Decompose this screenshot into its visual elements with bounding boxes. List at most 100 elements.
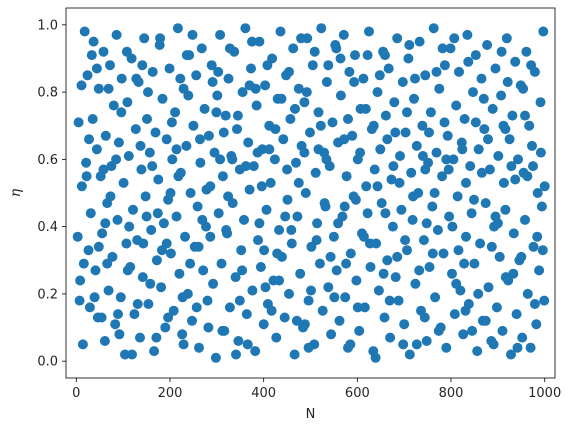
- data-point: [497, 325, 508, 336]
- data-point: [142, 114, 152, 124]
- data-point: [289, 349, 300, 360]
- data-point: [410, 73, 420, 84]
- x-tick-label: 0: [72, 386, 80, 401]
- data-point: [275, 26, 286, 37]
- data-point: [500, 272, 511, 283]
- data-point: [147, 161, 158, 172]
- data-point: [447, 268, 457, 279]
- data-point: [486, 241, 497, 252]
- data-point: [99, 336, 110, 346]
- data-point: [217, 325, 228, 336]
- data-point: [224, 302, 235, 313]
- x-tick-label: 600: [345, 386, 370, 401]
- data-point: [393, 295, 404, 306]
- data-point: [170, 107, 181, 118]
- data-point: [480, 315, 491, 326]
- data-point: [395, 151, 405, 161]
- data-point: [414, 265, 425, 276]
- data-point: [137, 272, 148, 283]
- data-point: [463, 56, 474, 67]
- data-point: [476, 167, 487, 178]
- data-point: [264, 144, 275, 155]
- data-point: [319, 198, 330, 209]
- data-point: [470, 117, 481, 128]
- data-point: [111, 29, 122, 40]
- data-point: [208, 278, 219, 289]
- data-point: [335, 53, 346, 64]
- data-point: [213, 208, 224, 219]
- data-point: [476, 73, 487, 84]
- data-point: [360, 103, 371, 114]
- data-point: [252, 147, 263, 158]
- data-point: [448, 154, 459, 165]
- plot-frame: [65, 7, 556, 379]
- data-point: [93, 241, 104, 252]
- data-point: [490, 63, 501, 74]
- data-point: [449, 33, 460, 44]
- data-point: [376, 198, 387, 209]
- data-point: [498, 177, 509, 188]
- data-point: [165, 248, 176, 259]
- data-point: [195, 134, 205, 145]
- data-point: [316, 23, 327, 34]
- data-point: [310, 167, 321, 178]
- data-point: [351, 275, 362, 286]
- data-point: [323, 60, 334, 71]
- data-point: [127, 349, 137, 360]
- data-point: [410, 278, 421, 289]
- data-point: [145, 278, 156, 289]
- data-point: [451, 278, 462, 289]
- data-point: [441, 154, 452, 165]
- data-point: [409, 93, 419, 104]
- data-point: [211, 107, 222, 118]
- data-point: [380, 50, 390, 61]
- data-point: [454, 66, 464, 77]
- data-point: [501, 33, 512, 44]
- data-point: [143, 299, 154, 309]
- data-point: [293, 177, 304, 188]
- y-tick-label: 0.8: [37, 86, 58, 101]
- data-point: [79, 26, 90, 37]
- data-point: [300, 188, 311, 198]
- data-point: [147, 66, 158, 77]
- y-axis: 0.0 0.2 0.4 0.6 0.8 1.0: [37, 18, 66, 370]
- data-point: [114, 329, 125, 340]
- data-point: [151, 332, 162, 343]
- data-point: [380, 110, 391, 121]
- data-point: [121, 46, 132, 57]
- data-point: [266, 305, 277, 316]
- data-point: [77, 339, 88, 350]
- data-point: [453, 245, 464, 256]
- data-point: [537, 245, 548, 256]
- data-point: [98, 164, 109, 175]
- data-point: [286, 225, 297, 235]
- data-point: [534, 265, 545, 276]
- data-point: [128, 204, 138, 215]
- data-point: [347, 130, 358, 141]
- data-point: [427, 248, 438, 259]
- data-point: [137, 60, 148, 71]
- data-point: [490, 211, 501, 222]
- data-point: [461, 177, 471, 188]
- data-point: [309, 46, 320, 57]
- data-point: [259, 245, 270, 256]
- data-point: [491, 302, 502, 313]
- data-point: [500, 124, 511, 135]
- data-point: [487, 103, 498, 114]
- data-point: [93, 83, 104, 94]
- data-point: [286, 238, 297, 249]
- data-point: [187, 29, 198, 40]
- data-point: [522, 288, 533, 299]
- data-point: [508, 228, 519, 239]
- data-point: [307, 60, 318, 71]
- data-point: [312, 218, 323, 229]
- data-point: [102, 258, 113, 269]
- data-point: [417, 120, 428, 131]
- data-point: [274, 275, 285, 286]
- data-point: [399, 319, 410, 330]
- y-tick-label: 0.2: [37, 287, 58, 302]
- data-point: [237, 87, 248, 98]
- data-point: [206, 60, 217, 71]
- data-point: [437, 43, 448, 54]
- data-point: [323, 282, 334, 293]
